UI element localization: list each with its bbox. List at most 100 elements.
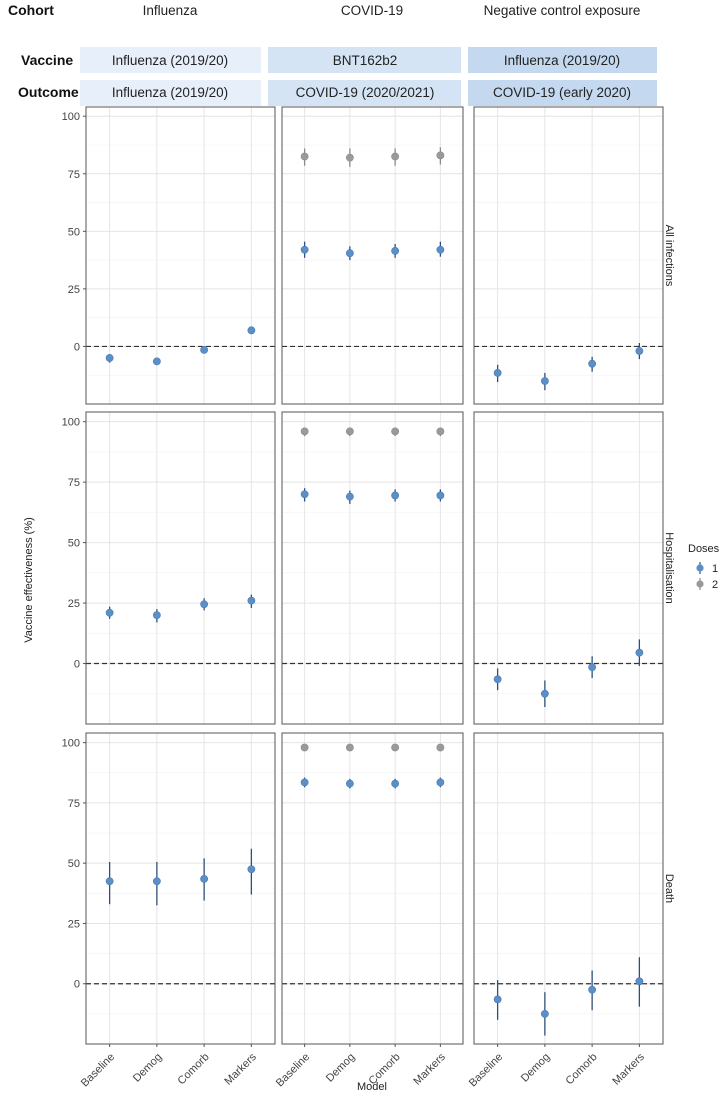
outcome-box-2 — [268, 80, 461, 106]
point-dose-1 — [493, 675, 502, 684]
point-dose-1 — [493, 995, 502, 1004]
point-dose-2 — [300, 743, 309, 752]
point-dose-1 — [105, 354, 114, 362]
y-tick-label: 0 — [74, 659, 80, 671]
panel-r2-c1 — [281, 732, 464, 1045]
x-tick-label: Demog — [324, 1051, 358, 1085]
point-dose-1 — [200, 345, 209, 354]
outcome-covid-early: COVID-19 (early 2020) — [493, 85, 631, 100]
point-dose-1 — [588, 663, 597, 672]
panel-border — [281, 732, 464, 1045]
point-dose-1 — [300, 778, 309, 787]
panel-r0-c0 — [85, 106, 276, 405]
panel-r1-c2 — [473, 411, 664, 725]
point-dose-1 — [436, 491, 445, 500]
panel-border — [473, 411, 664, 725]
panel-background — [86, 733, 275, 1044]
point-dose-1 — [247, 865, 256, 874]
y-tick-label: 25 — [68, 918, 80, 930]
point-dose-1 — [635, 648, 644, 657]
x-tick-label: Baseline — [79, 1051, 117, 1089]
panel-background — [86, 412, 275, 724]
vaccine-negative-control: Influenza (2019/20) — [504, 53, 620, 68]
point-dose-1 — [540, 689, 549, 698]
point-dose-1 — [105, 608, 114, 617]
point-dose-1 — [105, 877, 114, 886]
vaccine-box-3 — [468, 47, 657, 73]
panel-r2-c0 — [85, 732, 276, 1045]
y-tick-label: 25 — [68, 598, 80, 610]
point-dose-2 — [436, 427, 445, 436]
cohort-headers: Influenza COVID-19 Negative control expo… — [143, 3, 641, 18]
point-dose-1 — [493, 369, 502, 377]
panel-r0-c1 — [281, 106, 464, 405]
point-dose-1 — [391, 246, 400, 255]
legend-entry-1: 1 — [712, 563, 718, 575]
point-dose-1 — [588, 359, 597, 368]
y-tick-label: 75 — [68, 798, 80, 810]
point-dose-2 — [391, 743, 400, 752]
point-dose-1 — [436, 245, 445, 254]
panel-r1-c1 — [281, 411, 464, 725]
outcome-box-1 — [80, 80, 261, 106]
point-dose-1 — [391, 779, 400, 788]
point-dose-2 — [300, 427, 309, 436]
point-dose-1 — [300, 490, 309, 499]
y-tick-label: 100 — [62, 417, 80, 429]
outcome-influenza: Influenza (2019/20) — [112, 85, 228, 100]
panel-r1-c0 — [85, 411, 276, 725]
point-dose-1 — [247, 326, 256, 335]
panel-border — [281, 411, 464, 725]
panel-background — [282, 412, 463, 724]
point-dose-2 — [436, 743, 445, 752]
cohort-influenza: Influenza — [143, 3, 198, 18]
vaccine-headers: Influenza (2019/20) BNT162b2 Influenza (… — [80, 47, 657, 73]
vaccine-bnt162b2: BNT162b2 — [333, 53, 398, 68]
panel-border — [85, 732, 276, 1045]
y-tick-label: 0 — [74, 341, 80, 353]
y-tick-label: 100 — [62, 111, 80, 123]
cohort-covid: COVID-19 — [341, 3, 403, 18]
point-dose-1 — [635, 347, 644, 355]
legend: Doses 1 2 — [688, 543, 720, 591]
panel-background — [474, 107, 663, 404]
row-strip-label: Hospitalisation — [663, 532, 675, 604]
y-tick-label: 75 — [68, 477, 80, 489]
point-dose-1 — [152, 357, 161, 366]
x-tick-label: Markers — [610, 1051, 647, 1088]
vaccine-box-1 — [80, 47, 261, 73]
legend-entry-2: 2 — [712, 579, 718, 591]
panel-background — [86, 107, 275, 404]
point-dose-1 — [200, 600, 209, 609]
panel-background — [474, 412, 663, 724]
x-tick-label: Comorb — [564, 1051, 600, 1087]
panel-border — [85, 411, 276, 725]
y-tick-label: 100 — [62, 738, 80, 750]
point-dose-1 — [345, 492, 354, 501]
y-tick-label: 25 — [68, 284, 80, 296]
point-dose-1 — [540, 1009, 549, 1018]
point-dose-2 — [345, 153, 354, 162]
y-tick-label: 50 — [68, 226, 80, 238]
legend-key-point-1 — [696, 564, 704, 572]
point-dose-2 — [300, 152, 309, 161]
point-dose-2 — [345, 743, 354, 752]
outcome-headers: Influenza (2019/20) COVID-19 (2020/2021)… — [80, 80, 657, 106]
point-dose-1 — [247, 596, 256, 605]
x-tick-label: Demog — [519, 1051, 553, 1085]
point-dose-1 — [200, 874, 209, 883]
y-tick-label: 50 — [68, 538, 80, 550]
panel-background — [282, 733, 463, 1044]
point-dose-2 — [345, 427, 354, 436]
panel-border — [85, 106, 276, 405]
y-tick-label: 75 — [68, 169, 80, 181]
vaccine-row-label: Vaccine — [21, 52, 73, 68]
panel-border — [473, 732, 664, 1045]
x-tick-label: Baseline — [467, 1051, 505, 1089]
point-dose-1 — [540, 377, 549, 385]
vaccine-influenza: Influenza (2019/20) — [112, 53, 228, 68]
panel-r0-c2 — [473, 106, 664, 405]
panel-r2-c2 — [473, 732, 664, 1045]
cohort-row-label: Cohort — [8, 2, 54, 18]
